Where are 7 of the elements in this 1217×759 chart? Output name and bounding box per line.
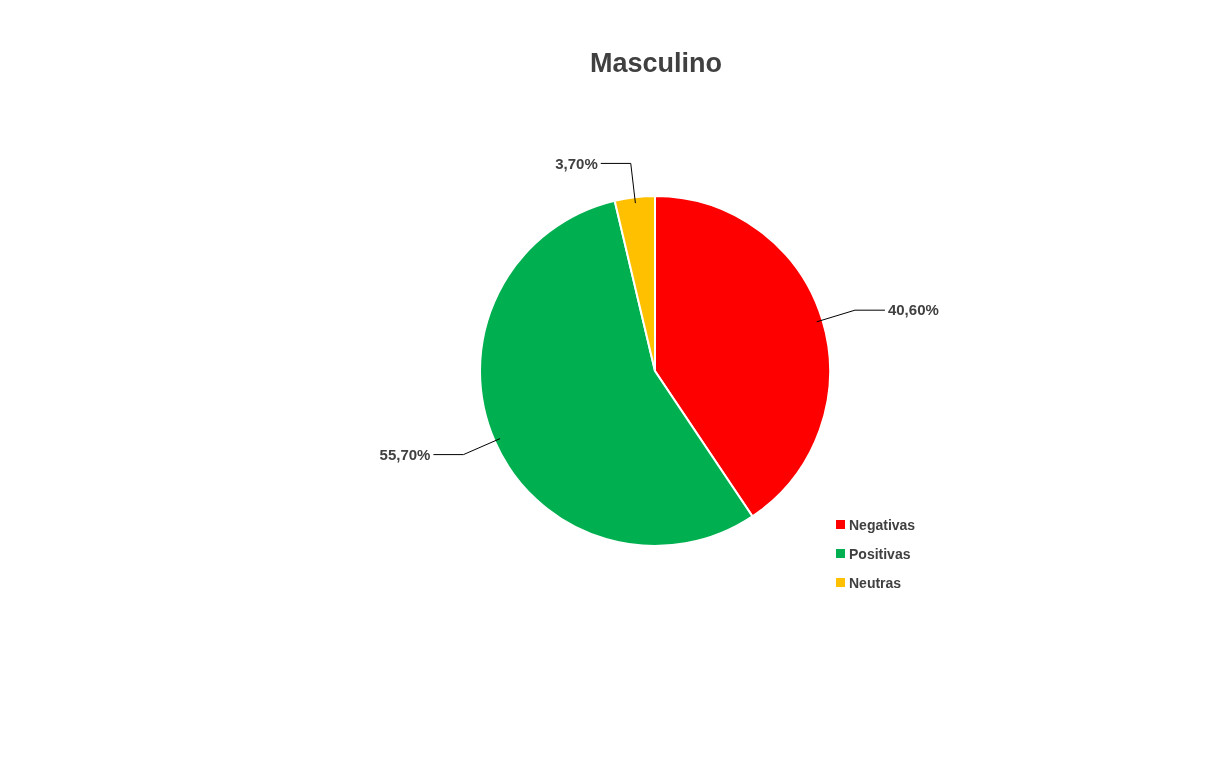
legend-label: Neutras xyxy=(849,574,902,591)
data-label: 3,70% xyxy=(555,154,598,172)
legend-label: Positivas xyxy=(849,545,911,562)
data-label: 40,60% xyxy=(887,301,939,319)
data-label: 55,70% xyxy=(379,445,431,463)
legend-label: Negativas xyxy=(849,516,916,533)
chart-title: Masculino xyxy=(589,48,723,79)
